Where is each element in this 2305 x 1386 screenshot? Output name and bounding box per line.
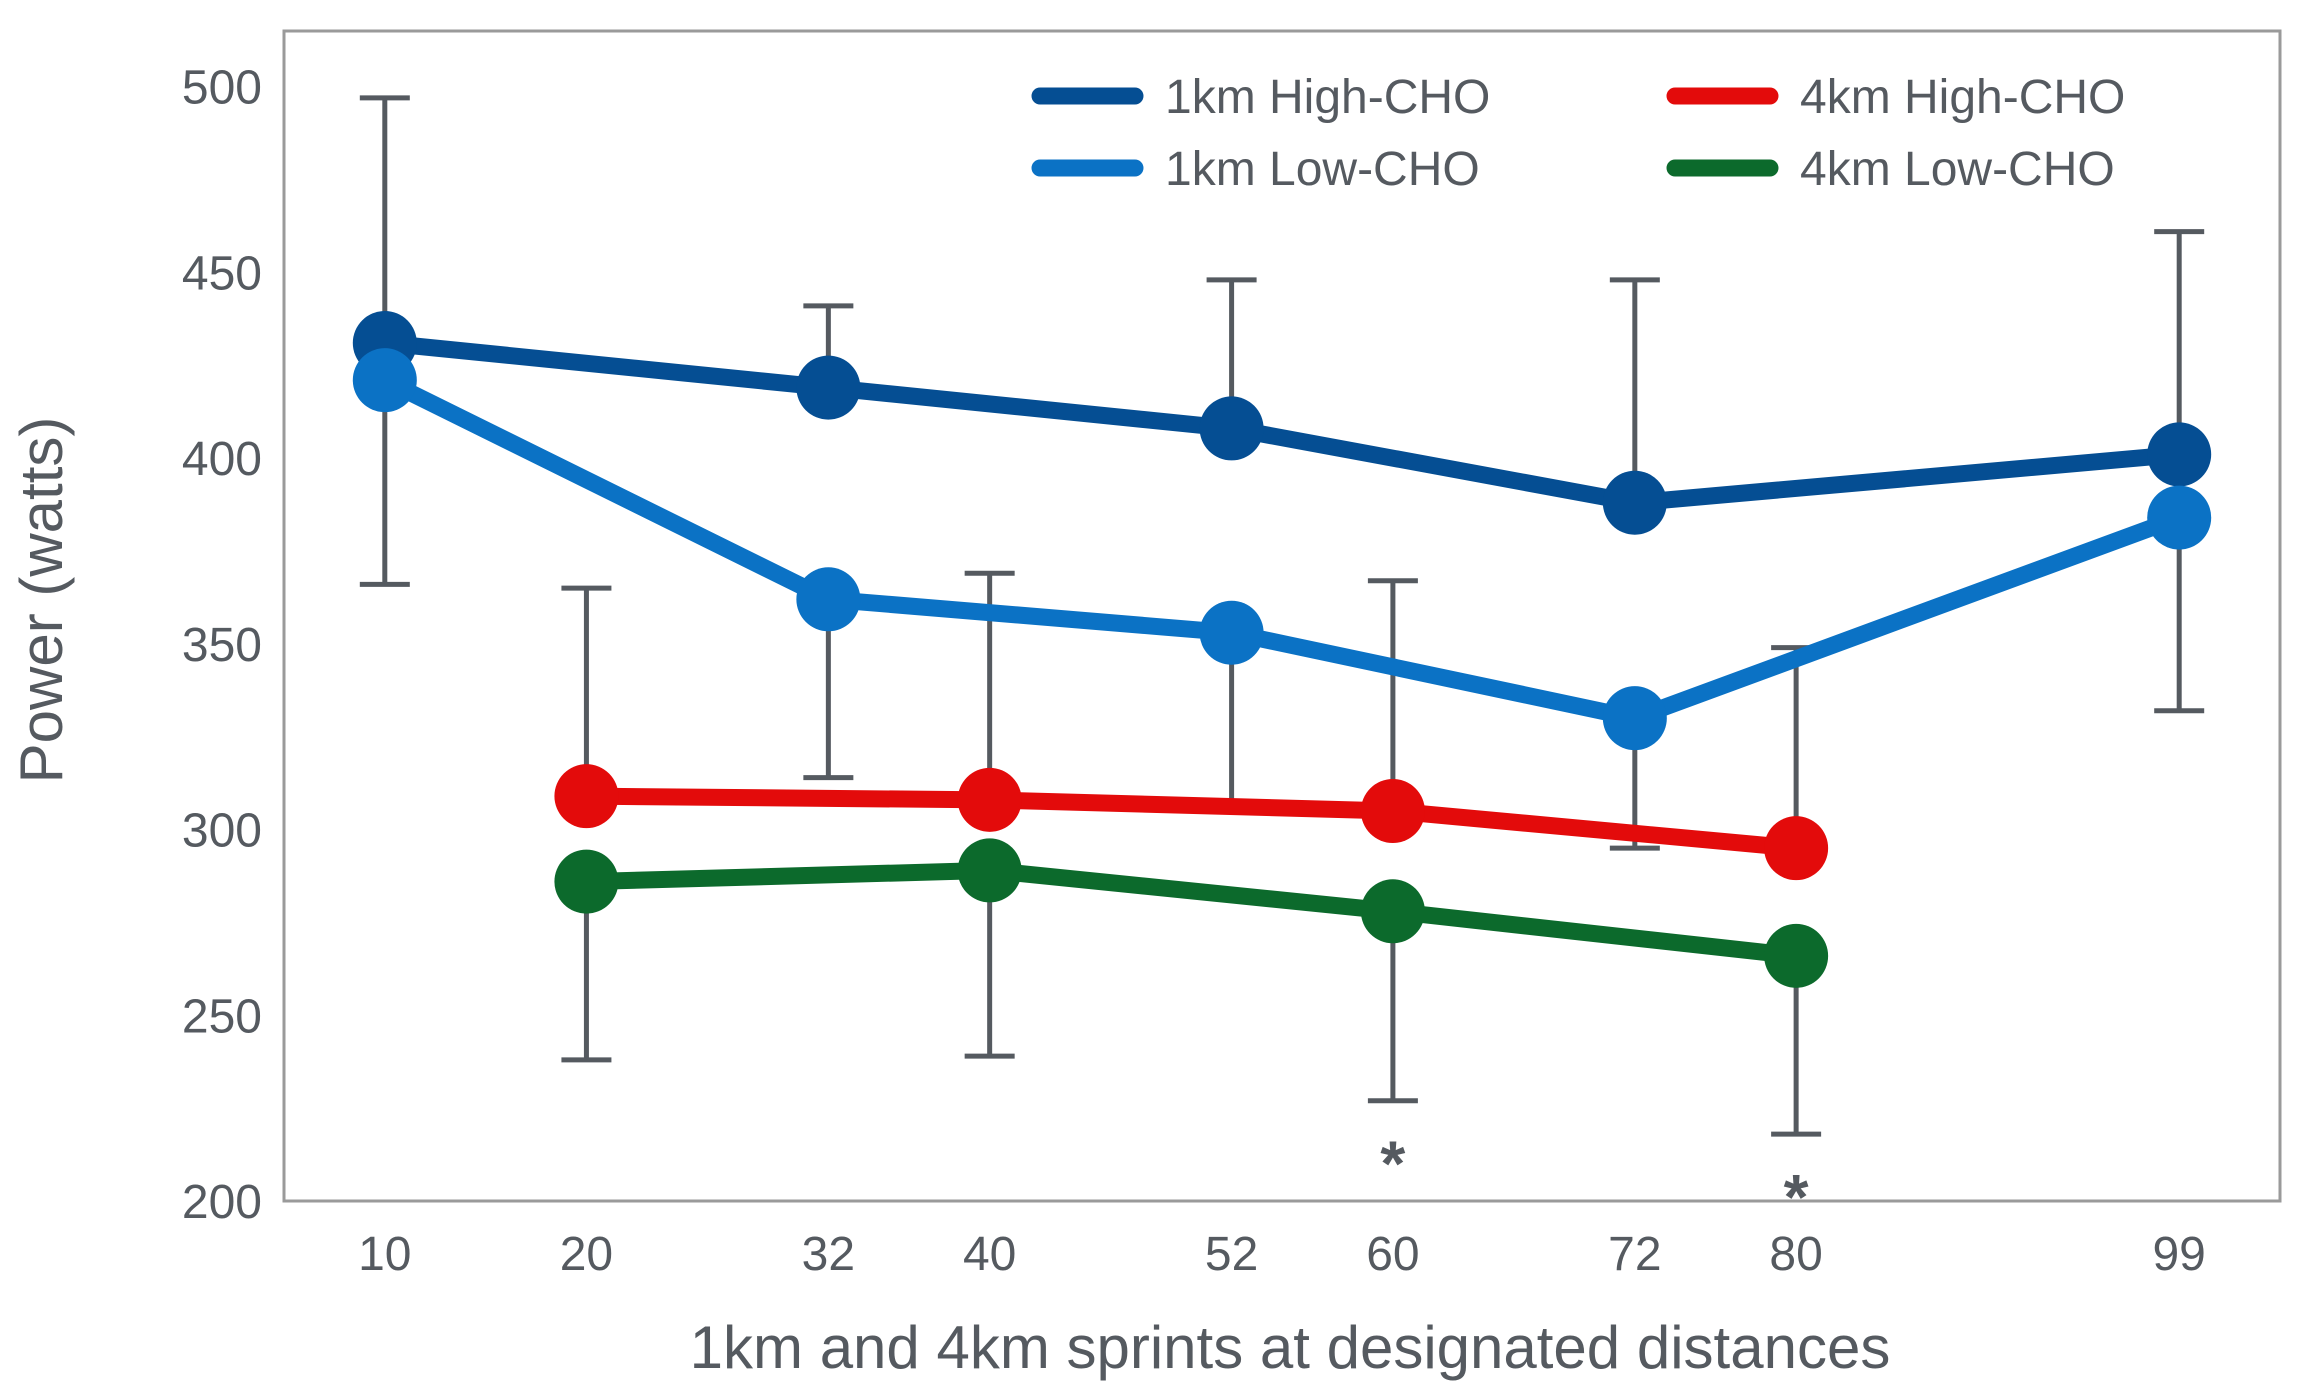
legend-label-4km-low-cho: 4km Low-CHO — [1800, 143, 2115, 196]
data-point-1km-low-cho — [1199, 600, 1264, 665]
x-tick-label: 80 — [1769, 1228, 1822, 1281]
y-tick-label: 250 — [182, 990, 262, 1043]
y-tick-label: 350 — [182, 619, 262, 672]
x-tick-label: 60 — [1366, 1228, 1419, 1281]
series-line-4km-high-cho — [586, 787, 1797, 857]
y-axis-title: Power (watts) — [8, 417, 75, 784]
data-point-1km-low-cho — [796, 567, 861, 632]
x-tick-label: 10 — [358, 1228, 411, 1281]
y-tick-label: 400 — [182, 433, 262, 486]
x-tick-label: 40 — [963, 1228, 1016, 1281]
data-point-4km-low-cho — [1764, 923, 1829, 988]
data-point-4km-high-cho — [554, 764, 619, 829]
data-point-4km-low-cho — [1360, 879, 1425, 944]
data-point-4km-low-cho — [554, 849, 619, 914]
data-point-1km-high-cho — [2147, 422, 2212, 487]
x-axis-ticks: 10 20 32 40 52 60 72 80 99 — [358, 1228, 2206, 1281]
series-lines — [381, 334, 2183, 965]
y-tick-label: 300 — [182, 805, 262, 858]
x-axis-title: 1km and 4km sprints at designated distan… — [690, 1314, 1891, 1381]
series-points — [352, 311, 2212, 988]
legend-label-4km-high-cho: 4km High-CHO — [1800, 71, 2125, 124]
data-point-1km-low-cho — [352, 348, 417, 413]
legend-label-1km-high-cho: 1km High-CHO — [1165, 71, 1490, 124]
data-point-4km-high-cho — [1764, 816, 1829, 881]
data-point-4km-high-cho — [1360, 779, 1425, 843]
data-point-1km-low-cho — [2147, 485, 2212, 550]
data-point-1km-high-cho — [1199, 396, 1264, 461]
significance-asterisk: * — [1784, 1161, 1809, 1233]
data-point-1km-high-cho — [796, 355, 861, 420]
series-line-1km-high-cho — [383, 334, 2180, 512]
y-axis-ticks: 200 250 300 350 400 450 500 — [182, 62, 262, 1229]
data-point-4km-high-cho — [957, 767, 1022, 832]
legend-label-1km-low-cho: 1km Low-CHO — [1165, 143, 1480, 196]
y-tick-label: 500 — [182, 62, 262, 115]
x-tick-label: 20 — [560, 1228, 613, 1281]
data-point-1km-low-cho — [1602, 686, 1667, 751]
x-tick-label: 52 — [1205, 1228, 1258, 1281]
data-point-1km-high-cho — [1602, 470, 1667, 535]
significance-annotations: * * — [1380, 1128, 1808, 1233]
x-tick-label: 72 — [1608, 1228, 1661, 1281]
plot-area-frame — [282, 29, 2282, 1203]
y-tick-label: 200 — [182, 1176, 262, 1229]
series-line-4km-low-cho — [586, 861, 1798, 965]
x-tick-label: 99 — [2152, 1228, 2205, 1281]
significance-asterisk: * — [1380, 1128, 1405, 1200]
x-tick-label: 32 — [802, 1228, 855, 1281]
data-point-4km-low-cho — [957, 838, 1022, 903]
y-tick-label: 450 — [182, 247, 262, 300]
legend: 1km High-CHO 1km Low-CHO 4km High-CHO 4km L… — [1031, 71, 2125, 196]
